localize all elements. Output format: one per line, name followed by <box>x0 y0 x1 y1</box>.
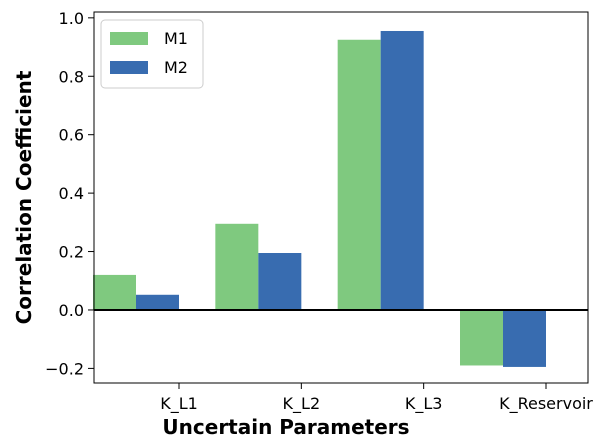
bar-m2-k-l3 <box>380 30 424 310</box>
bar-m2-k-l2 <box>258 253 302 310</box>
bar-m2-k-l1 <box>136 294 179 310</box>
bar-m1-k-l3 <box>337 39 381 310</box>
legend-label-m2: M2 <box>164 58 188 77</box>
y-tick-label: −0.2 <box>45 359 84 378</box>
x-tick-label: K_L1 <box>160 394 198 414</box>
y-tick-label: 0.2 <box>59 243 84 262</box>
bar-m1-k-reservoir <box>460 309 503 366</box>
y-tick-label: 0.4 <box>59 184 84 203</box>
legend-swatch-m1 <box>110 32 148 45</box>
x-tick-label: K_L2 <box>283 394 321 414</box>
x-tick-label: K_Reservoir <box>499 394 593 414</box>
bar-m1-k-l1 <box>93 274 136 310</box>
y-tick-label: 0.0 <box>59 301 84 320</box>
legend-label-m1: M1 <box>164 29 188 48</box>
y-axis: −0.2 0.0 0.2 0.4 0.6 0.8 1.0 <box>45 9 94 378</box>
bars-group <box>93 30 546 367</box>
x-axis: K_L1 K_L2 K_L3 K_Reservoir <box>160 383 593 414</box>
y-tick-label: 0.6 <box>59 126 84 145</box>
y-axis-title: Correlation Coefficient <box>12 70 36 324</box>
legend: M1 M2 <box>100 19 204 89</box>
bar-m2-k-reservoir <box>503 309 546 367</box>
axes-frame <box>93 11 589 384</box>
y-tick-label: 0.8 <box>59 67 84 86</box>
x-tick-label: K_L3 <box>405 394 443 414</box>
y-tick-label: 1.0 <box>59 9 84 28</box>
bar-m1-k-l2 <box>215 223 259 310</box>
x-axis-title: Uncertain Parameters <box>162 415 409 439</box>
legend-swatch-m2 <box>110 61 148 74</box>
